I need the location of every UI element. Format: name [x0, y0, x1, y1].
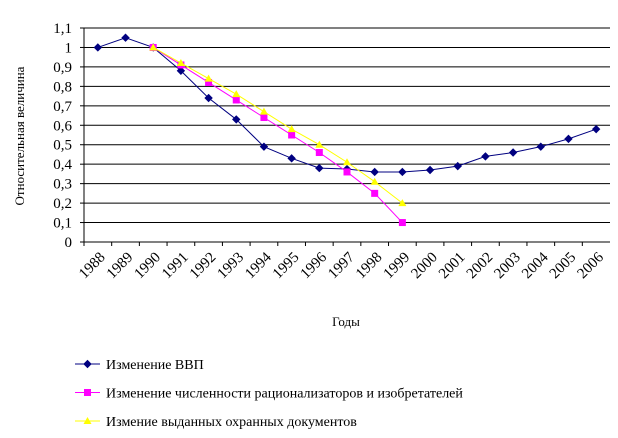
x-tick-label: 1997	[325, 249, 358, 282]
x-tick-label: 2001	[436, 250, 469, 283]
marker	[315, 140, 324, 148]
x-axis-label: Годы	[332, 314, 360, 329]
marker	[260, 113, 268, 121]
y-tick-label: 0,9	[53, 60, 72, 76]
marker	[564, 134, 573, 144]
x-tick-label: 2004	[519, 249, 552, 282]
marker	[398, 167, 407, 177]
x-tick-label: 1990	[132, 250, 165, 283]
marker	[315, 163, 324, 173]
marker	[536, 142, 545, 151]
x-tick-label: 1995	[270, 250, 303, 283]
y-tick-label: 0,8	[53, 79, 72, 95]
y-tick-label: 0,5	[53, 138, 72, 154]
y-tick-label: 0	[65, 235, 73, 251]
y-axis-label: Относительная величина	[12, 66, 27, 205]
marker	[83, 359, 92, 369]
marker	[83, 417, 92, 424]
marker	[176, 59, 185, 67]
marker	[591, 124, 601, 134]
x-tick-label: 1988	[76, 250, 109, 283]
y-tick-label: 1	[65, 40, 73, 56]
x-tick-label: 2003	[491, 250, 524, 283]
marker	[259, 107, 268, 115]
marker	[121, 33, 130, 42]
marker	[232, 115, 241, 124]
marker	[259, 142, 269, 151]
marker	[343, 168, 351, 176]
marker	[93, 43, 103, 52]
marker	[204, 74, 213, 82]
y-tick-label: 0,4	[53, 157, 72, 173]
series-line	[152, 47, 403, 223]
marker	[287, 125, 296, 133]
marker	[84, 389, 91, 396]
x-tick-label: 1989	[104, 250, 137, 283]
y-tick-label: 0,7	[53, 99, 72, 115]
y-tick-label: 0,3	[53, 177, 72, 193]
marker	[204, 93, 213, 103]
marker	[398, 219, 406, 227]
series-line	[152, 47, 403, 204]
y-tick-label: 0,1	[53, 216, 72, 232]
x-tick-label: 1996	[298, 249, 331, 282]
marker	[205, 78, 213, 86]
marker	[287, 154, 296, 163]
marker	[343, 158, 351, 166]
x-tick-label: 1994	[242, 249, 275, 282]
x-tick-label: 1999	[381, 250, 414, 283]
marker	[370, 167, 379, 177]
marker	[232, 90, 241, 98]
marker	[425, 165, 435, 175]
marker	[176, 66, 186, 76]
marker	[371, 189, 379, 197]
x-tick-label: 1998	[353, 250, 386, 283]
x-tick-label: 1991	[159, 250, 192, 283]
y-tick-label: 1,1	[53, 21, 72, 37]
marker	[453, 161, 462, 171]
marker	[481, 152, 490, 161]
x-tick-label: 1992	[187, 250, 220, 283]
x-tick-label: 1993	[215, 250, 248, 283]
marker	[149, 43, 158, 51]
legend-label: Изменение численности рационализаторов и…	[106, 387, 463, 402]
y-tick-label: 0,2	[53, 196, 72, 212]
legend-label: Изменение ВВП	[106, 358, 204, 373]
x-tick-label: 2005	[547, 250, 580, 283]
legend-label: Измение выданных охранных документов	[106, 415, 357, 430]
marker	[315, 149, 323, 157]
marker	[398, 199, 407, 207]
x-tick-label: 2000	[408, 250, 441, 283]
y-tick-label: 0,6	[53, 118, 72, 134]
marker	[232, 96, 240, 104]
marker	[508, 148, 518, 157]
marker	[370, 177, 379, 185]
x-tick-label: 2002	[464, 250, 497, 283]
marker	[288, 131, 296, 139]
x-tick-label: 2006	[574, 249, 607, 282]
